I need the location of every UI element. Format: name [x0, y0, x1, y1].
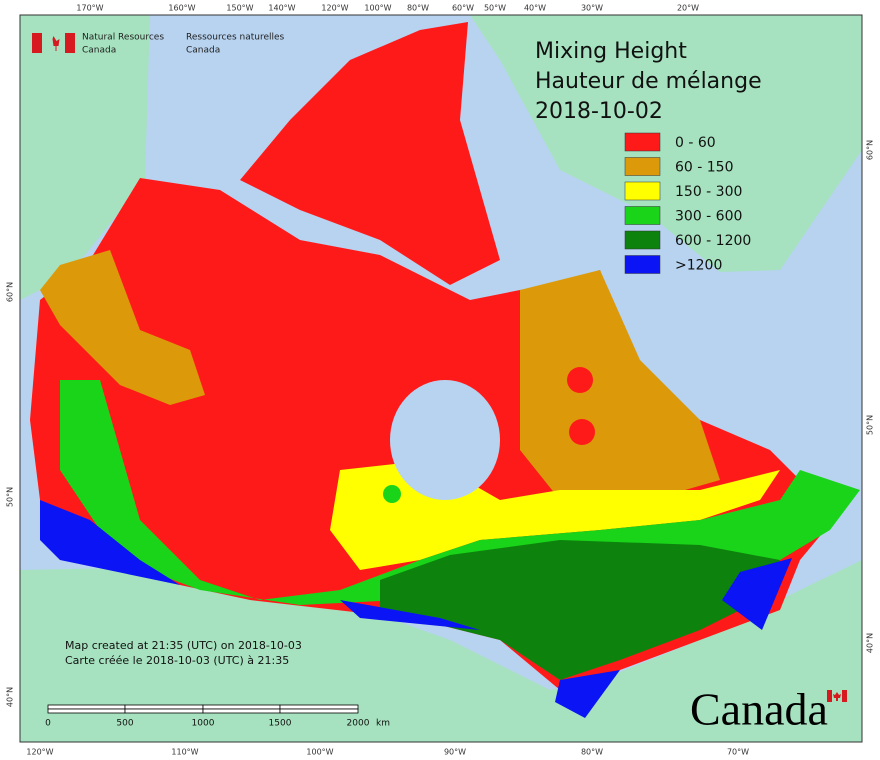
longitude-label: 140°W: [268, 4, 295, 13]
graticule-labels: 170°W 160°W 150°W 140°W 120°W 100°W 80°W 60°W 50…: [6, 4, 875, 757]
scale-label: 1500: [269, 719, 292, 729]
legend-swatch: [624, 255, 661, 274]
legend-label: 0 - 60: [675, 135, 716, 151]
latitude-label: 60°N: [6, 282, 15, 302]
legend-label: 150 - 300: [675, 184, 742, 200]
mixing-height-zones: [30, 22, 860, 718]
scale-segment: [47, 708, 126, 714]
frame: [19, 14, 863, 743]
latitude-label: 60°N: [866, 140, 875, 160]
scale-segment: [279, 704, 359, 710]
scale-segment: [202, 704, 281, 710]
latitude-label: 40°N: [866, 633, 875, 653]
longitude-label: 90°W: [444, 748, 466, 757]
scale-segment: [124, 704, 204, 710]
canada-wordmark: Canada: [690, 684, 847, 735]
scale-segment: [124, 708, 204, 714]
longitude-label: 80°W: [581, 748, 603, 757]
legend-swatch: [624, 157, 661, 176]
scale-label: 2000: [347, 719, 370, 729]
agency-fr: Ressources naturelles: [186, 33, 285, 43]
legend-label: 600 - 1200: [675, 233, 751, 249]
longitude-label: 100°W: [364, 4, 391, 13]
scale-label: 0: [45, 719, 51, 729]
longitude-label: 70°W: [727, 748, 749, 757]
nrcan-signature: Natural Resources Canada Ressources natu…: [32, 33, 285, 56]
legend-swatch: [624, 181, 661, 201]
note: Map created at 21:35 (UTC) on 2018-10-03: [65, 639, 302, 652]
title: Mixing Height Hauteur de mélange 2018-10…: [535, 39, 762, 124]
notes: Map created at 21:35 (UTC) on 2018-10-03…: [65, 639, 302, 667]
longitude-label: 170°W: [76, 4, 103, 13]
legend-label: >1200: [675, 258, 722, 274]
scale-label: 500: [116, 719, 133, 729]
title-line: Hauteur de mélange: [535, 69, 762, 94]
latitude-label: 40°N: [6, 687, 15, 707]
longitude-label: 20°W: [677, 4, 699, 13]
title-line: 2018-10-02: [535, 99, 663, 124]
scale-bar: 0 500 1000 1500 2000 km: [45, 704, 390, 729]
hudson-bay: [390, 380, 500, 500]
note: Carte créée le 2018-10-03 (UTC) à 21:35: [65, 654, 289, 667]
longitude-label: 40°W: [524, 4, 546, 13]
legend-label: 300 - 600: [675, 209, 742, 225]
agency-fr: Canada: [186, 46, 220, 56]
longitude-label: 120°W: [26, 748, 53, 757]
longitude-label: 150°W: [226, 4, 253, 13]
title-line: Mixing Height: [535, 39, 687, 64]
agency-en: Canada: [82, 46, 116, 56]
longitude-label: 50°W: [484, 4, 506, 13]
longitude-label: 30°W: [581, 4, 603, 13]
scale-unit: km: [376, 719, 390, 729]
scale-segment: [279, 708, 359, 714]
legend-swatch: [624, 206, 661, 225]
legend-swatch: [624, 132, 661, 152]
longitude-label: 100°W: [306, 748, 333, 757]
latitude-label: 50°N: [866, 415, 875, 435]
legend-label: 60 - 150: [675, 160, 734, 176]
longitude-label: 120°W: [321, 4, 348, 13]
latitude-label: 50°N: [6, 487, 15, 507]
land: [20, 15, 862, 742]
longitude-label: 110°W: [171, 748, 198, 757]
scale-segment: [47, 704, 126, 710]
legend: 0 - 60 60 - 150 150 - 300 300 - 600 600 - 12…: [624, 132, 751, 274]
agency-en: Natural Resources: [82, 33, 164, 43]
longitude-label: 80°W: [407, 4, 429, 13]
scale-label: 1000: [192, 719, 215, 729]
scale-segment: [202, 708, 281, 714]
longitude-label: 60°W: [452, 4, 474, 13]
wordmark: Canada: [690, 684, 828, 735]
legend-swatch: [624, 230, 661, 250]
longitude-label: 160°W: [168, 4, 195, 13]
